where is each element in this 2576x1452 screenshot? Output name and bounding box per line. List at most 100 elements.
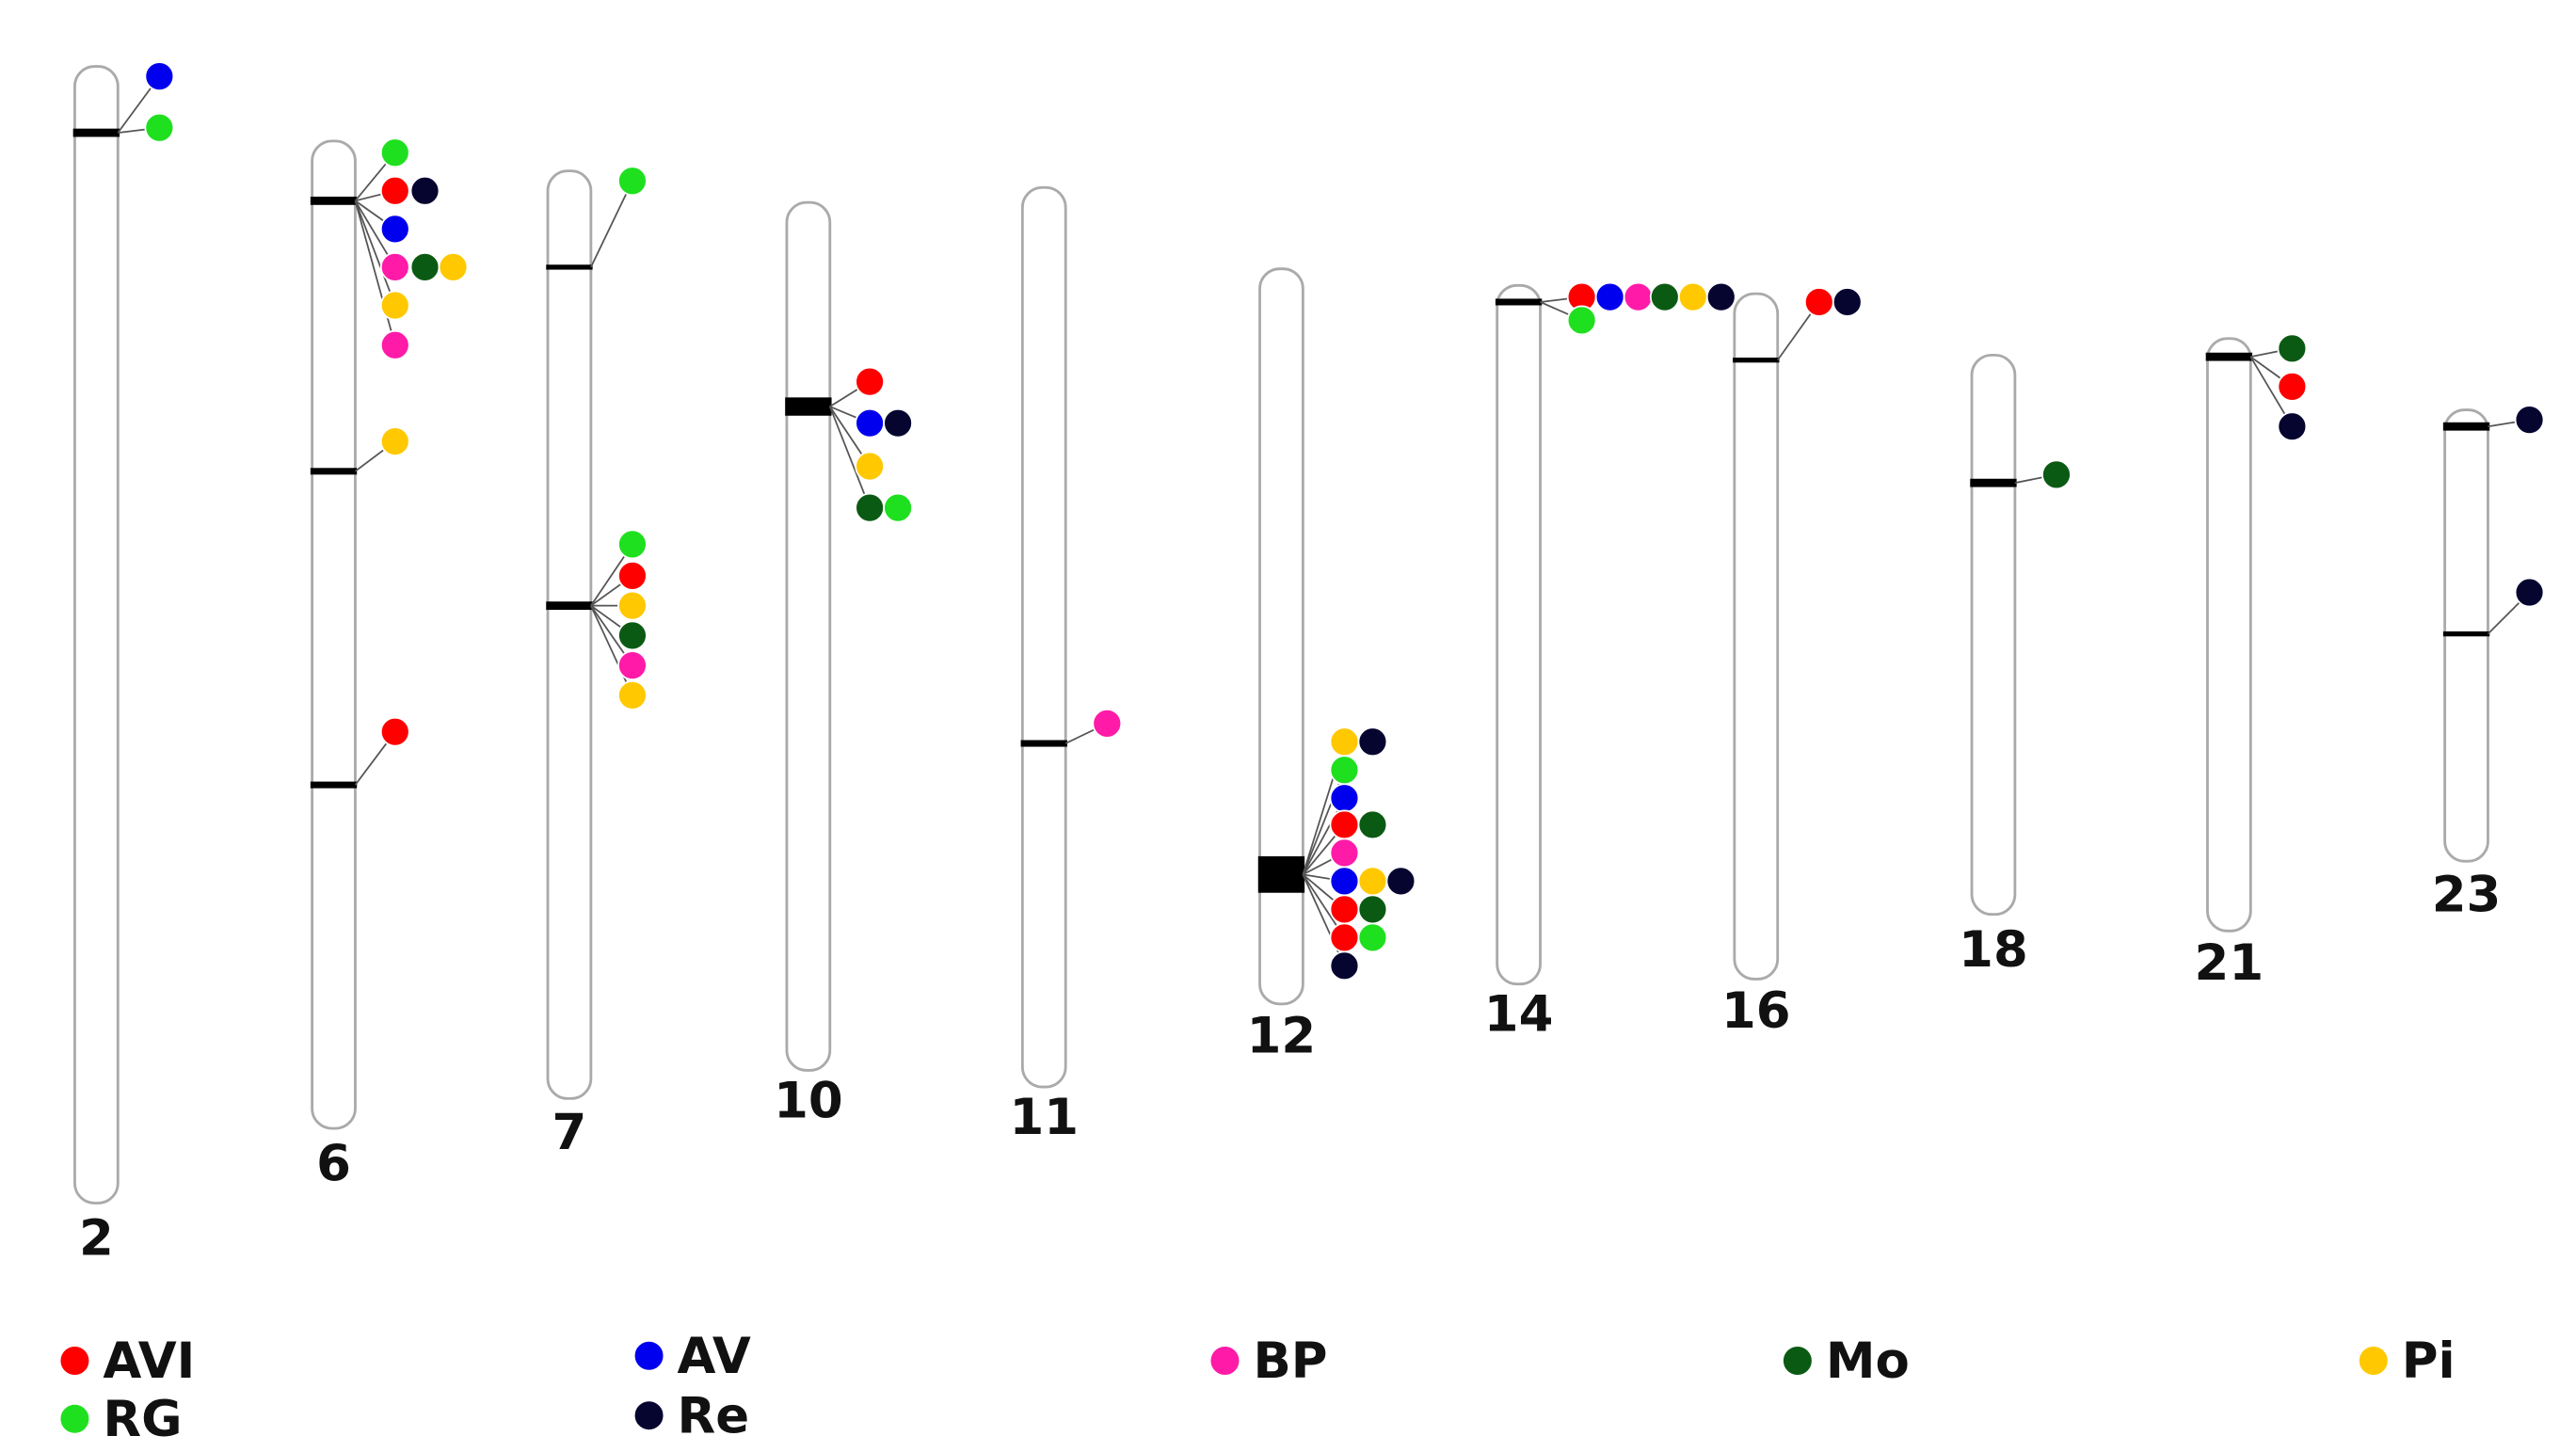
trait-dot [1677,281,1708,312]
marker [1733,358,1780,363]
legend-label: AVI [103,1332,195,1390]
legend-dot [632,1339,665,1372]
chromosome [1970,353,2017,917]
legend-dot [632,1399,665,1431]
marker [310,196,358,205]
chromosome-label: 14 [1484,986,1554,1044]
trait-dot [855,492,885,523]
trait-dot [1832,287,1863,317]
trait-dot [1329,838,1360,869]
marker [2442,630,2490,637]
trait-dot [379,214,410,245]
trait-dot [1566,305,1597,336]
link-line [590,605,633,696]
trait-dot [379,290,410,321]
trait-dot [1649,281,1680,312]
trait-dot [2041,459,2072,490]
legend-label: BP [1253,1332,1327,1390]
trait-dot [1329,783,1360,814]
legend-dot [1208,1345,1241,1377]
marker [1970,478,2017,487]
trait-dot [1357,809,1388,840]
trait-dot [2277,411,2308,442]
trait-dot [1329,755,1360,786]
trait-dot [379,137,410,168]
chromosome [2206,337,2252,933]
trait-dot [2514,577,2545,608]
trait-dot [379,329,410,360]
trait-dot [1623,281,1654,312]
marker [785,397,832,416]
trait-dot [617,620,648,651]
chromosome [1733,292,1780,981]
trait-dot [1385,866,1416,897]
trait-dot [1594,281,1625,312]
marker [1257,855,1305,893]
chromosome [785,200,832,1072]
marker [2205,352,2253,361]
trait-dot [855,366,885,397]
chromosome-label: 16 [1721,982,1791,1040]
trait-dot [2514,405,2545,436]
trait-dot [1357,894,1388,925]
link-line [354,200,396,346]
chromosome-label: 23 [2432,867,2502,924]
marker [546,601,593,611]
trait-dot [409,252,440,282]
trait-dot [883,407,913,439]
trait-dot [617,590,648,621]
trait-dot [883,492,913,523]
chromosome [311,139,357,1130]
chromosome [1496,283,1542,986]
marker [310,468,358,475]
legend-label: AV [678,1328,751,1385]
trait-dot [1329,950,1360,981]
legend-label: Re [678,1387,750,1444]
chromosome-label: 2 [79,1210,114,1268]
trait-dot [2277,333,2308,364]
trait-dot [617,561,648,591]
trait-dot [1092,708,1123,739]
chromosome-label: 10 [774,1072,843,1129]
chromosome [546,169,593,1100]
chromosome-label: 7 [552,1104,587,1161]
trait-dot [617,529,648,560]
trait-dot [1329,726,1360,758]
trait-dot [438,252,469,282]
chromosome-label: 6 [316,1135,351,1192]
chromosome [1258,267,1304,1006]
trait-dot [1357,922,1388,953]
trait-dot [2277,372,2308,402]
trait-dot [1357,866,1388,897]
trait-dot [379,426,410,456]
marker [1020,740,1067,747]
legend-dot [58,1402,91,1435]
legend-label: Mo [1826,1332,1910,1390]
trait-dot [617,650,648,681]
marker [72,128,120,137]
chromosome-label: 21 [2195,934,2264,992]
trait-dot [855,451,885,482]
legend-dot [58,1345,91,1377]
marker [310,781,358,789]
trait-dot [409,175,440,206]
trait-dot [1803,287,1834,317]
legend-label: RG [103,1391,182,1448]
marker [1495,298,1543,306]
trait-dot [1329,894,1360,925]
legend-dot [2358,1345,2390,1377]
legend-label: Pi [2402,1332,2456,1390]
trait-dot [1329,866,1360,897]
chromosome-label: 11 [1009,1089,1079,1146]
marker [546,264,593,270]
link-line [354,200,396,306]
trait-dot [144,112,175,143]
trait-dot [1329,809,1360,840]
chromosome [1020,185,1067,1089]
chromosome-label: 18 [1959,921,2028,979]
trait-dot [855,407,885,439]
legend-dot [1782,1345,1814,1377]
trait-dot [379,252,410,282]
